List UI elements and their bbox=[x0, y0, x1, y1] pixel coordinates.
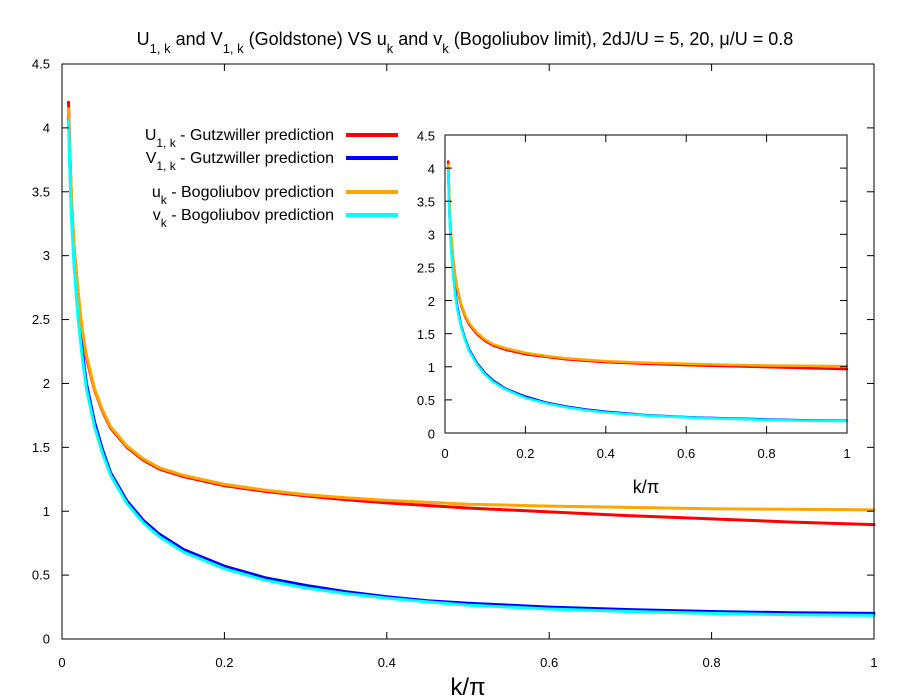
legend-label-vk-bogoliubov: vk - Bogoliubov prediction bbox=[153, 207, 334, 230]
main-plot-frame bbox=[61, 63, 875, 640]
main-series-line-vk-bogoliubov bbox=[67, 120, 876, 617]
main-x-tick-label: 0.4 bbox=[378, 655, 396, 670]
inset-series-line-uk-bogoliubov bbox=[446, 163, 849, 368]
inset-plot-frame bbox=[444, 134, 848, 434]
inset-y-tick-label: 3.5 bbox=[417, 194, 435, 209]
legend-label-U1k-gutzwiller: U1, k - Gutzwiller prediction bbox=[145, 127, 334, 150]
inset-x-tick-label: 1 bbox=[843, 446, 850, 461]
main-y-tick-label: 4 bbox=[43, 120, 50, 135]
main-y-tick-label: 0.5 bbox=[32, 568, 50, 583]
main-y-tick-label: 0 bbox=[43, 632, 50, 647]
inset-y-tick-label: 4.5 bbox=[417, 128, 435, 143]
main-x-tick-label: 0.8 bbox=[703, 655, 721, 670]
inset-y-tick-label: 0 bbox=[428, 426, 435, 441]
inset-y-tick-label: 2 bbox=[428, 294, 435, 309]
chart-title-layer: U1, k and V1, k (Goldstone) VS uk and vk… bbox=[137, 29, 794, 56]
inset-x-tick-label: 0.2 bbox=[516, 446, 534, 461]
inset-y-tick-label: 4 bbox=[428, 161, 435, 176]
inset-x-tick-label: 0 bbox=[441, 446, 448, 461]
inset-y-tick-label: 2.5 bbox=[417, 261, 435, 276]
main-x-axis-label: k/π bbox=[450, 674, 485, 700]
main-series-line-uk-bogoliubov bbox=[67, 107, 876, 512]
main-x-tick-label: 1 bbox=[870, 655, 877, 670]
legend-label-V1k-gutzwiller: V1, k - Gutzwiller prediction bbox=[146, 150, 334, 173]
inset-plot: 0 0.2 0.4 0.6 0.8 1 0 0.5 1 1.5 2 2.5 3 3.5 4 4.5 k/π bbox=[417, 128, 851, 497]
inset-y-tick-label: 1 bbox=[428, 360, 435, 375]
main-y-tick-label: 1 bbox=[43, 504, 50, 519]
main-y-tick-label: 3.5 bbox=[32, 184, 50, 199]
main-y-tick-label: 2 bbox=[43, 376, 50, 391]
inset-x-tick-label: 0.4 bbox=[597, 446, 615, 461]
inset-series-line-vk-bogoliubov bbox=[446, 170, 849, 423]
main-y-tick-label: 4.5 bbox=[32, 57, 50, 72]
main-x-tick-label: 0 bbox=[58, 655, 65, 670]
inset-x-tick-label: 0.6 bbox=[677, 446, 695, 461]
chart-title: U1, k and V1, k (Goldstone) VS uk and vk… bbox=[137, 29, 794, 56]
inset-x-tick-label: 0.8 bbox=[758, 446, 776, 461]
inset-x-axis-label: k/π bbox=[633, 477, 659, 497]
inset-plot-area bbox=[445, 135, 847, 433]
inset-y-tick-label: 3 bbox=[428, 228, 435, 243]
main-x-tick-label: 0.2 bbox=[215, 655, 233, 670]
inset-y-tick-label: 1.5 bbox=[417, 327, 435, 342]
legend-label-uk-bogoliubov: uk - Bogoliubov prediction bbox=[152, 184, 334, 207]
inset-y-tick-label: 0.5 bbox=[417, 393, 435, 408]
main-x-tick-label: 0.6 bbox=[540, 655, 558, 670]
main-y-tick-label: 2.5 bbox=[32, 312, 50, 327]
main-y-tick-label: 3 bbox=[43, 248, 50, 263]
main-y-tick-label: 1.5 bbox=[32, 440, 50, 455]
